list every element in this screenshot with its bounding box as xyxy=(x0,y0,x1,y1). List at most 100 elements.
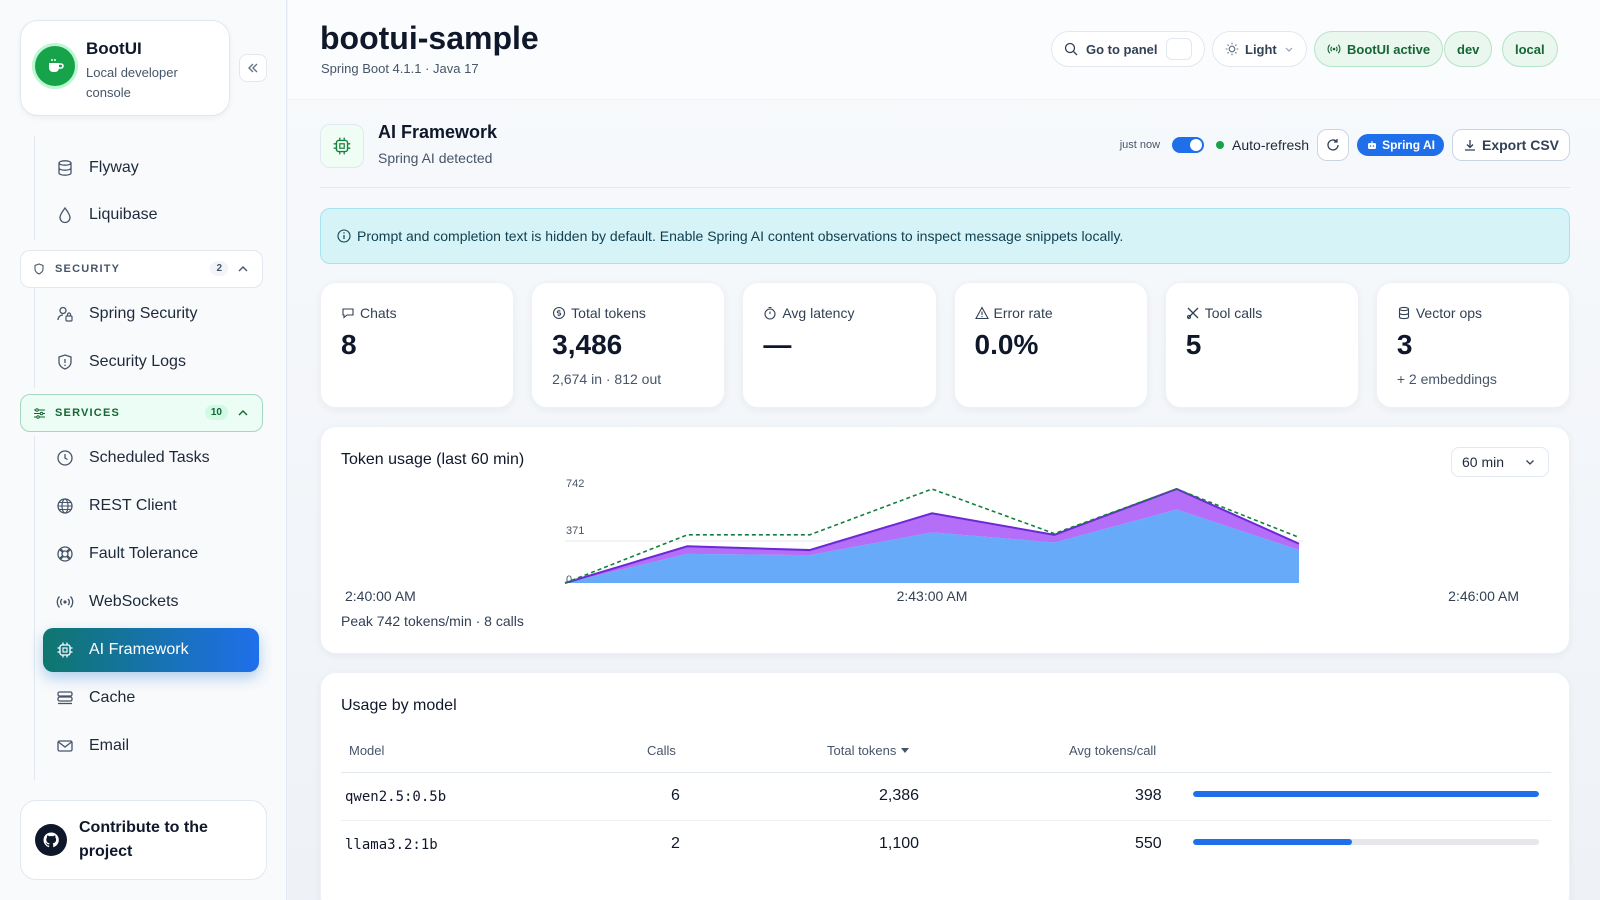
mail-icon xyxy=(55,736,75,756)
collapse-sidebar-button[interactable] xyxy=(239,54,267,82)
sidebar-item-websockets[interactable]: WebSockets xyxy=(43,580,259,624)
page-subtitle: Spring Boot 4.1.1 · Java 17 xyxy=(321,61,479,76)
sidebar-item-label: Flyway xyxy=(89,159,139,176)
sidebar-item-security-logs[interactable]: Security Logs xyxy=(43,340,259,384)
stat-label: Avg latency xyxy=(782,305,855,321)
cell-avg: 550 xyxy=(1135,835,1162,852)
droplet-icon xyxy=(55,205,75,225)
badge-label: Spring AI xyxy=(1382,138,1435,152)
sliders-icon xyxy=(33,406,47,420)
lifebuoy-icon xyxy=(55,544,75,564)
stat-value: 5 xyxy=(1185,329,1202,360)
sidebar-item-flyway[interactable]: Flyway xyxy=(43,146,259,190)
token-usage-card: Token usage (last 60 min) 60 min 0 371 7… xyxy=(320,426,1570,654)
sidebar-item-rest-client[interactable]: REST Client xyxy=(43,484,259,528)
y-tick-label: 742 xyxy=(566,478,584,490)
tools-icon xyxy=(1186,307,1199,320)
info-alert: Prompt and completion text is hidden by … xyxy=(320,208,1570,264)
sidebar-section-security[interactable]: SECURITY 2 xyxy=(20,250,263,288)
export-csv-button[interactable]: Export CSV xyxy=(1451,129,1570,161)
sidebar-item-scheduled-tasks[interactable]: Scheduled Tasks xyxy=(43,436,259,480)
section-count-badge: 2 xyxy=(210,261,228,276)
sidebar-section-services[interactable]: SERVICES 10 xyxy=(20,394,263,432)
column-header-total-tokens[interactable]: Total tokens xyxy=(827,743,910,758)
stat-value: 3,486 xyxy=(552,329,623,360)
stat-card-chats: Chats 8 xyxy=(320,282,515,408)
sidebar-item-label: Fault Tolerance xyxy=(89,545,199,562)
cell-tokens: 1,100 xyxy=(879,835,920,852)
warning-icon xyxy=(974,306,989,320)
area-series-base xyxy=(565,509,1299,583)
stopwatch-icon xyxy=(764,306,776,320)
section-title: AI Framework xyxy=(378,122,498,142)
chevron-up-icon xyxy=(238,410,248,416)
chevron-down-icon xyxy=(1526,460,1534,465)
sidebar-item-ai-framework[interactable]: AI Framework xyxy=(43,628,259,672)
column-header-model[interactable]: Model xyxy=(349,743,385,758)
brand-subtitle: Local developer console xyxy=(86,65,178,100)
time-range-select[interactable]: 60 min xyxy=(1451,447,1549,477)
top-bar: bootui-sample Spring Boot 4.1.1 · Java 1… xyxy=(288,0,1600,100)
alert-text: Prompt and completion text is hidden by … xyxy=(357,228,1124,244)
last-updated-text: just now xyxy=(1119,139,1161,151)
share-bar-fill xyxy=(1193,791,1539,797)
env-label: dev xyxy=(1457,41,1480,57)
nav-group-security: Spring Security Security Logs xyxy=(34,288,198,388)
sidebar-item-fault-tolerance[interactable]: Fault Tolerance xyxy=(43,532,259,576)
stat-cards: Chats 8 Total tokens 3,486 2,674 in · 81… xyxy=(320,282,1571,408)
refresh-button[interactable] xyxy=(1317,129,1350,161)
download-icon xyxy=(1464,140,1475,151)
auto-refresh-label: Auto-refresh xyxy=(1232,137,1310,153)
cell-model: qwen2.5:0.5b xyxy=(345,789,447,805)
column-header-calls[interactable]: Calls xyxy=(647,743,676,758)
theme-select[interactable]: Light xyxy=(1212,31,1307,67)
nav-group-database: Flyway Liquibase xyxy=(34,136,158,240)
coffee-cup-icon xyxy=(35,46,75,86)
section-header: AI Framework Spring AI detected just now… xyxy=(320,112,1570,188)
sidebar-item-email[interactable]: Email xyxy=(43,724,259,768)
stat-label: Vector ops xyxy=(1415,305,1483,321)
column-header-label: Total tokens xyxy=(827,743,897,758)
section-subtitle: Spring AI detected xyxy=(378,150,493,166)
cell-tokens: 2,386 xyxy=(879,787,920,804)
stat-label: Chats xyxy=(360,305,397,321)
chevron-down-icon xyxy=(1285,47,1293,52)
stat-label: Total tokens xyxy=(571,305,646,321)
chevrons-left-icon xyxy=(248,63,258,73)
section-label: SERVICES xyxy=(55,407,121,419)
sidebar-item-label: Security Logs xyxy=(89,353,186,370)
chart-title: Token usage (last 60 min) xyxy=(341,451,525,468)
stat-value: 8 xyxy=(341,329,357,360)
column-header-avg-tokens[interactable]: Avg tokens/call xyxy=(1069,743,1157,758)
sidebar-item-label: Cache xyxy=(89,689,136,706)
share-bar xyxy=(1193,839,1539,845)
chat-icon xyxy=(342,308,354,319)
stat-note: + 2 embeddings xyxy=(1396,371,1497,387)
table-row[interactable]: llama3.2:1b 2 1,100 550 xyxy=(341,821,1551,869)
go-to-panel-button[interactable]: Go to panel xyxy=(1051,31,1205,67)
contribute-label: Contribute to the project xyxy=(79,819,208,860)
stat-label: Tool calls xyxy=(1204,305,1263,321)
cell-calls: 2 xyxy=(671,835,680,852)
contribute-link[interactable]: Contribute to the project xyxy=(20,800,267,880)
section-label: SECURITY xyxy=(55,263,121,275)
user-lock-icon xyxy=(55,304,75,324)
globe-icon xyxy=(55,496,75,516)
sort-desc-icon xyxy=(901,748,909,753)
database-icon xyxy=(55,158,75,178)
sidebar: BootUI Local developer console Flyway Li… xyxy=(0,0,287,900)
env-badge-dev: dev xyxy=(1444,31,1493,67)
sidebar-item-label: WebSockets xyxy=(89,593,179,610)
env-label: local xyxy=(1515,41,1545,57)
usage-by-model-card: Usage by model Model Calls Total tokens … xyxy=(320,672,1570,900)
sidebar-item-liquibase[interactable]: Liquibase xyxy=(43,193,259,237)
shield-icon xyxy=(33,262,47,276)
section-actions: just now Auto-refresh Spring AI Export C… xyxy=(1120,129,1570,161)
auto-refresh-toggle[interactable] xyxy=(1172,137,1205,153)
bootui-status-badge: BootUI active xyxy=(1314,31,1444,67)
x-tick-label: 2:40:00 AM xyxy=(345,588,416,604)
table-row[interactable]: qwen2.5:0.5b 6 2,386 398 xyxy=(341,773,1551,821)
sidebar-item-spring-security[interactable]: Spring Security xyxy=(43,292,259,336)
status-label: BootUI active xyxy=(1347,41,1431,57)
sidebar-item-cache[interactable]: Cache xyxy=(43,676,259,720)
